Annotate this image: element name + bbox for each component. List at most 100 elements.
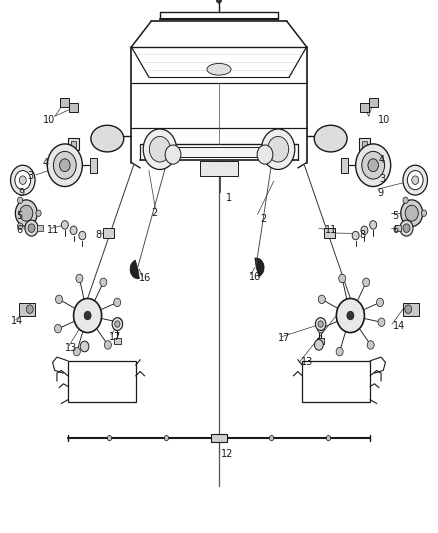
Circle shape [19,176,26,184]
Text: 4: 4 [43,158,49,167]
Text: 17: 17 [109,332,121,342]
Circle shape [73,348,80,356]
Circle shape [164,435,169,441]
Circle shape [216,0,222,3]
Circle shape [54,325,61,333]
Circle shape [368,159,378,172]
Circle shape [405,305,412,313]
Text: 1: 1 [226,193,232,203]
Circle shape [47,144,82,187]
Bar [19,303,35,316]
Circle shape [315,318,326,330]
Circle shape [347,311,354,320]
Bar [324,228,335,238]
Text: 2: 2 [261,214,267,223]
Circle shape [370,221,377,229]
Bar [395,225,401,231]
Circle shape [115,318,122,327]
Circle shape [356,144,391,187]
Circle shape [165,145,181,164]
Circle shape [377,298,384,306]
Circle shape [400,220,413,236]
Text: 6: 6 [392,225,398,235]
Circle shape [149,136,170,162]
Ellipse shape [91,125,124,152]
Bar [403,303,419,316]
Circle shape [412,176,419,184]
Circle shape [268,136,289,162]
Text: 13: 13 [301,358,314,367]
Circle shape [318,295,325,304]
Circle shape [257,145,273,164]
Circle shape [61,221,68,229]
Circle shape [367,341,374,349]
Circle shape [261,129,295,169]
Circle shape [403,223,408,229]
Text: 16: 16 [249,272,261,282]
Circle shape [339,274,346,282]
Circle shape [326,435,331,441]
Circle shape [378,318,385,327]
Bar [167,147,271,157]
Circle shape [70,226,77,235]
Circle shape [421,210,427,216]
Circle shape [104,341,111,349]
Circle shape [114,298,121,306]
Text: 12: 12 [221,449,233,459]
Circle shape [352,231,359,240]
Bar [60,98,69,107]
Circle shape [314,340,323,350]
Circle shape [401,200,423,227]
Circle shape [18,197,23,204]
Text: 2: 2 [151,208,157,218]
Circle shape [403,197,408,204]
Circle shape [362,151,385,179]
Ellipse shape [314,125,347,152]
Circle shape [56,295,63,304]
Wedge shape [255,258,264,277]
Circle shape [11,165,35,195]
Wedge shape [130,260,139,279]
Circle shape [36,210,41,216]
Text: 11: 11 [325,225,337,235]
Bar [302,361,370,402]
Bar [200,161,238,176]
Bar [317,338,324,344]
Circle shape [84,311,91,320]
Bar [68,138,79,150]
Circle shape [15,171,31,190]
Circle shape [25,220,38,236]
Bar [211,434,227,442]
Text: 16: 16 [139,273,152,283]
Circle shape [53,151,76,179]
Circle shape [74,298,102,333]
Text: 11: 11 [47,225,60,235]
Circle shape [20,205,33,221]
Text: 10: 10 [378,115,390,125]
Text: 3: 3 [379,174,385,183]
Circle shape [318,321,323,327]
Circle shape [26,305,33,313]
Bar [71,141,76,147]
Circle shape [60,159,70,172]
Bar [37,225,43,231]
Bar [369,98,378,107]
Circle shape [317,325,324,333]
Circle shape [336,348,343,356]
Circle shape [115,321,120,327]
Circle shape [407,171,423,190]
Text: 14: 14 [11,316,23,326]
Text: 3: 3 [28,171,34,181]
Text: 9: 9 [378,188,384,198]
Text: 17: 17 [278,334,290,343]
Circle shape [107,435,112,441]
Text: 14: 14 [393,321,406,331]
Text: 5: 5 [17,211,23,221]
Bar [362,141,367,147]
Circle shape [361,226,368,235]
Text: 10: 10 [43,115,55,125]
Text: 9: 9 [18,188,25,198]
Bar [359,138,370,150]
Bar [68,361,136,402]
Circle shape [100,278,107,287]
